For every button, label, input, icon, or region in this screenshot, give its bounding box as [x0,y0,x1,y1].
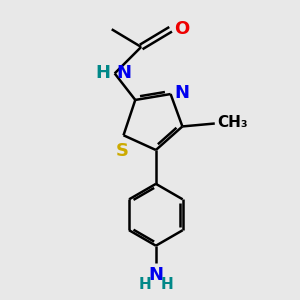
Text: H: H [95,64,110,82]
Text: H: H [161,277,173,292]
Text: O: O [174,20,189,38]
Text: CH₃: CH₃ [218,115,248,130]
Text: N: N [116,64,131,82]
Text: N: N [174,84,189,102]
Text: H: H [138,277,151,292]
Text: N: N [148,266,164,284]
Text: S: S [116,142,128,160]
